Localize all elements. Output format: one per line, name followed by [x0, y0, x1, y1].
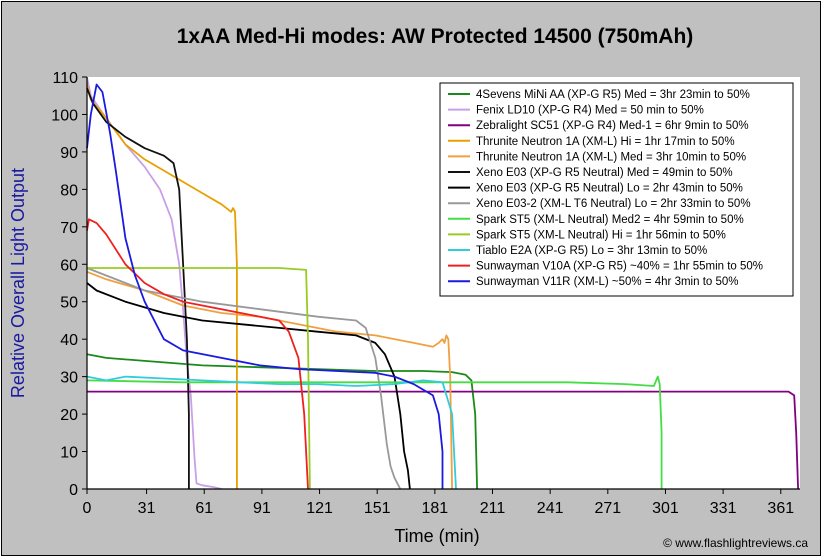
- y-tick-label: 20: [60, 407, 78, 424]
- legend: 4Sevens MiNi AA (XP-G R5) Med = 3hr 23mi…: [439, 82, 794, 297]
- series-line-10: [87, 267, 311, 490]
- y-tick-label: 50: [60, 295, 78, 312]
- legend-box: [439, 82, 794, 297]
- y-tick-label: 40: [60, 332, 78, 349]
- legend-entry-1: 4Sevens MiNi AA (XP-G R5) Med = 3hr 23mi…: [476, 89, 750, 101]
- y-tick-label: 90: [60, 145, 78, 162]
- y-tick-label: 60: [60, 257, 78, 274]
- legend-items: 4Sevens MiNi AA (XP-G R5) Med = 3hr 23mi…: [448, 89, 763, 288]
- x-axis-label: Time (min): [394, 526, 479, 546]
- x-tick-label: 361: [767, 500, 794, 517]
- x-tick-label: 211: [480, 500, 506, 517]
- credit-text: © www.flashlightreviews.ca: [663, 536, 808, 550]
- legend-entry-13: Sunwayman V11R (XM-L) ~50% = 4hr 3min to…: [476, 276, 739, 288]
- legend-entry-3: Zebralight SC51 (XP-G R4) Med-1 = 6hr 9m…: [476, 120, 749, 132]
- series-line-8: [86, 267, 402, 490]
- x-tick-label: 181: [422, 500, 449, 517]
- y-tick-label: 0: [69, 482, 78, 499]
- series-line-9: [86, 375, 663, 489]
- x-tick-label: 331: [710, 500, 737, 517]
- y-tick-label: 110: [52, 70, 78, 87]
- x-tick-label: 271: [594, 500, 621, 517]
- series-line-3: [87, 390, 799, 490]
- legend-entry-10: Spark ST5 (XM-L Neutral) Hi = 1hr 56min …: [476, 229, 726, 241]
- x-tick-label: 31: [138, 500, 156, 517]
- x-tick-label: 121: [306, 500, 333, 517]
- legend-entry-2: Fenix LD10 (XP-G R4) Med = 50 min to 50%: [476, 105, 704, 117]
- legend-entry-6: Xeno E03 (XP-G R5 Neutral) Med = 49min t…: [476, 167, 733, 179]
- x-tick-layer: 0 31 61 91 121 151 181 211 241 271 301 331 361: [83, 489, 794, 517]
- x-tick-label: 301: [652, 500, 679, 517]
- legend-entry-8: Xeno E03-2 (XM-L T6 Neutral) Lo = 2hr 33…: [476, 198, 751, 210]
- series-line-4: [86, 84, 238, 489]
- y-tick-label: 80: [60, 182, 78, 199]
- legend-entry-7: Xeno E03 (XP-G R5 Neutral) Lo = 2hr 43mi…: [476, 183, 743, 195]
- y-axis-label: Relative Overall Light Output: [8, 168, 28, 398]
- legend-entry-9: Spark ST5 (XM-L Neutral) Med2 = 4hr 59mi…: [476, 214, 744, 226]
- y-tick-label: 100: [51, 107, 78, 124]
- series-layer: [86, 76, 799, 490]
- series-line-13: [86, 83, 444, 489]
- y-tick-label: 70: [60, 220, 78, 237]
- series-line-12: [86, 218, 309, 490]
- x-tick-label: 91: [253, 500, 271, 517]
- x-tick-label: 61: [195, 500, 213, 517]
- x-tick-label: 0: [83, 500, 92, 517]
- series-line-5: [86, 270, 453, 490]
- legend-entry-12: Sunwayman V10A (XP-G R5) ~40% = 1hr 55mi…: [476, 261, 763, 273]
- legend-entry-5: Thrunite Neutron 1A (XM-L) Med = 3hr 10m…: [476, 151, 746, 163]
- series-line-11: [86, 375, 457, 490]
- x-tick-label: 151: [364, 500, 391, 517]
- y-tick-layer: 0 10 20 30 40 50 60 70 80 90 100 110: [51, 70, 87, 499]
- legend-entry-4: Thrunite Neutron 1A (XM-L) Hi = 1hr 17mi…: [476, 136, 735, 148]
- chart-title: 1xAA Med-Hi modes: AW Protected 14500 (7…: [177, 25, 694, 48]
- y-tick-label: 10: [60, 445, 78, 462]
- series-line-7: [86, 282, 411, 490]
- y-tick-label: 30: [60, 370, 78, 387]
- x-tick-label: 241: [537, 500, 564, 517]
- legend-entry-11: Tiablo E2A (XP-G R5) Lo = 3hr 13min to 5…: [476, 245, 707, 257]
